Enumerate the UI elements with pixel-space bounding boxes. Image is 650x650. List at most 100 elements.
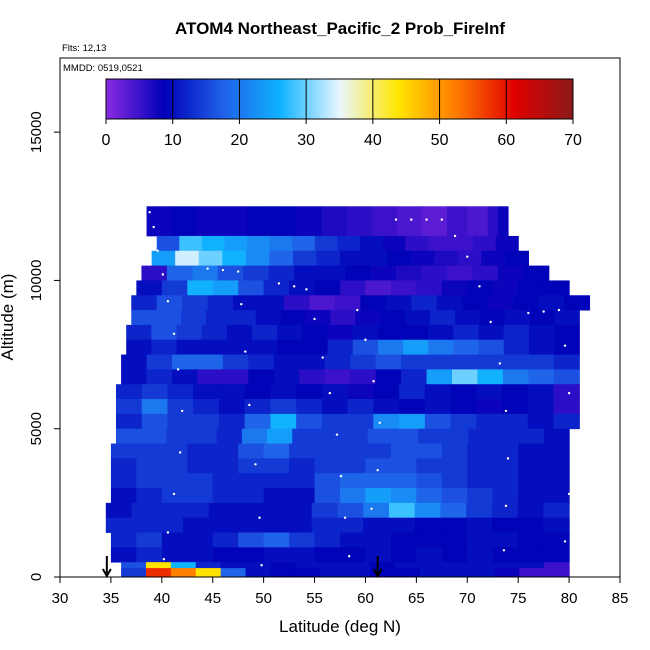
heatmap-cell [263, 547, 290, 563]
heatmap-cell [136, 280, 163, 296]
track-point [180, 409, 184, 413]
heatmap-cell [166, 428, 193, 444]
heatmap-cell [234, 517, 261, 533]
heatmap-cell [294, 265, 321, 281]
heatmap-cell [502, 369, 529, 385]
heatmap-cell [518, 473, 545, 489]
heatmap-cell [428, 339, 455, 355]
heatmap-cell [324, 354, 351, 370]
heatmap-cell [277, 339, 303, 355]
track-point [504, 409, 508, 413]
heatmap-cell [212, 473, 239, 489]
colorbar-gradient [105, 78, 574, 120]
heatmap-cell [172, 369, 199, 385]
heatmap-cell [151, 339, 178, 355]
heatmap-cell [419, 562, 446, 569]
heatmap-cell [309, 295, 336, 311]
track-point [152, 225, 155, 229]
heatmap-cell [421, 265, 448, 281]
heatmap-cell [529, 310, 555, 326]
heatmap-cell [481, 250, 506, 266]
heatmap-cell [553, 369, 580, 385]
heatmap-cell [314, 235, 339, 252]
heatmap-cell [289, 458, 316, 474]
heatmap-cell [390, 547, 417, 563]
heatmap-cell [554, 310, 580, 326]
heatmap-cell [230, 310, 257, 326]
heatmap-cell [157, 517, 184, 533]
heatmap-cell [365, 443, 392, 459]
heatmap-cell [457, 206, 468, 237]
heatmap-cell [452, 354, 479, 370]
track-point [206, 267, 209, 270]
heatmap-cell [182, 295, 209, 311]
track-point [466, 255, 469, 258]
heatmap-cell [187, 488, 214, 504]
heatmap-cell [220, 562, 247, 569]
heatmap-cell [314, 488, 341, 504]
heatmap-cell [320, 568, 346, 578]
heatmap-cell [314, 473, 341, 489]
heatmap-cell [365, 532, 392, 548]
track-point [489, 320, 492, 324]
heatmap-cell [233, 295, 260, 311]
heatmap-cell [252, 339, 278, 355]
heatmap-cell [543, 428, 570, 444]
heatmap-cell [156, 235, 180, 252]
heatmap-cell [350, 369, 377, 385]
track-point [178, 451, 182, 454]
heatmap-cell [369, 562, 396, 569]
heatmap-cell [478, 324, 505, 341]
heatmap-cell [476, 399, 503, 415]
x-tick-label: 70 [459, 590, 476, 607]
heatmap-cell [317, 428, 344, 444]
track-point [166, 531, 170, 534]
heatmap-cell [141, 399, 169, 415]
track-point [347, 555, 351, 558]
heatmap-cell [183, 517, 210, 533]
heatmap-cell [472, 265, 499, 281]
heatmap-cell [504, 310, 531, 326]
heatmap-cell [340, 443, 367, 459]
heatmap-cell [363, 517, 390, 533]
heatmap-cell [340, 250, 365, 266]
heatmap-cell [396, 265, 423, 281]
heatmap-cell [518, 547, 545, 563]
heatmap-cell [248, 354, 275, 370]
heatmap-cell [121, 354, 148, 370]
heatmap-cell [218, 399, 246, 415]
heatmap-cell [416, 488, 443, 504]
heatmap-cell [492, 458, 519, 474]
heatmap-cell [270, 384, 297, 400]
heatmap-cell [161, 443, 188, 459]
heatmap-cell [543, 473, 570, 489]
heatmap-cell [110, 488, 137, 504]
heatmap-cell [390, 473, 417, 489]
heatmap-cell [222, 354, 249, 370]
heatmap-cell [314, 443, 341, 459]
heatmap-cell [497, 206, 509, 237]
heatmap-cell [295, 568, 321, 578]
heatmap-cell [487, 206, 499, 237]
heatmap-cell [145, 568, 172, 578]
heatmap-cell [416, 547, 443, 563]
heatmap-cell [296, 399, 323, 415]
heatmap-cell [208, 502, 236, 519]
flight-marker-2 [372, 556, 383, 579]
heatmap-cell [121, 568, 147, 578]
heatmap-cell [527, 399, 555, 415]
colorbar-tick-label: 50 [431, 132, 449, 149]
heatmap-cell [161, 458, 188, 474]
heatmap-cell [467, 443, 494, 459]
track-point [335, 433, 339, 436]
track-point [372, 380, 375, 383]
heatmap-cell [195, 562, 222, 569]
heatmap-cell [352, 324, 379, 341]
heatmap-cell [222, 369, 249, 385]
heatmap-cell [243, 265, 270, 281]
heatmap-cell [405, 235, 429, 252]
heatmap-cell [340, 473, 367, 489]
track-point [240, 302, 243, 306]
heatmap-cell [390, 280, 417, 296]
